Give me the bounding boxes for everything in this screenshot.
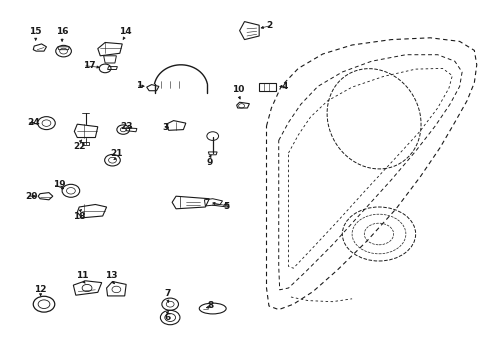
Text: 8: 8	[207, 302, 213, 310]
Text: 9: 9	[205, 158, 212, 167]
Text: 17: 17	[83, 61, 96, 70]
Text: 10: 10	[231, 85, 244, 94]
Text: 21: 21	[110, 149, 122, 158]
Text: 5: 5	[223, 202, 229, 211]
Text: 3: 3	[162, 123, 168, 132]
Text: 2: 2	[265, 21, 272, 30]
Text: 4: 4	[281, 82, 287, 91]
Text: 20: 20	[25, 192, 38, 201]
Text: 15: 15	[29, 27, 42, 36]
Text: 1: 1	[136, 81, 142, 90]
Text: 14: 14	[119, 27, 131, 36]
Text: 19: 19	[53, 180, 65, 189]
Text: 22: 22	[73, 142, 86, 151]
Text: 7: 7	[163, 289, 170, 298]
Text: 6: 6	[164, 313, 170, 322]
Text: 13: 13	[105, 271, 118, 280]
Text: 16: 16	[56, 27, 68, 36]
Text: 11: 11	[76, 271, 88, 280]
Text: 18: 18	[73, 212, 85, 221]
Text: 24: 24	[27, 118, 40, 127]
Text: 23: 23	[120, 122, 133, 131]
Text: 12: 12	[34, 285, 47, 294]
